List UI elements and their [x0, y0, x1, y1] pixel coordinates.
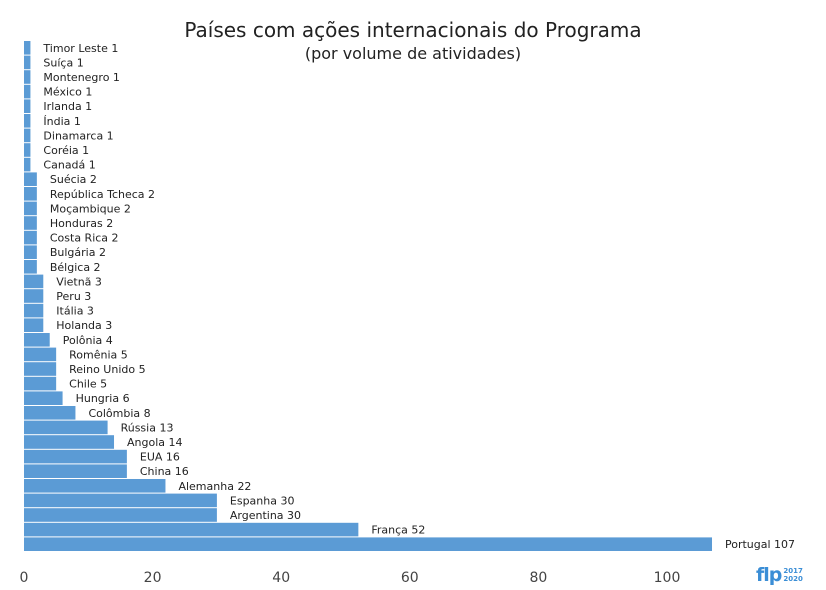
chart-title: Países com ações internacionais do Progr…: [184, 18, 641, 42]
bar: [24, 435, 115, 449]
bar-label: Índia 1: [43, 115, 81, 128]
bar-label: Suíça 1: [43, 56, 83, 69]
bar: [24, 303, 44, 318]
bar: [24, 493, 217, 508]
bar-label: México 1: [43, 86, 92, 99]
x-tick-label: 0: [20, 570, 29, 586]
bar: [24, 391, 63, 405]
bar-label: Montenegro 1: [43, 71, 120, 84]
bar-label: Romênia 5: [69, 348, 128, 361]
bar: [24, 318, 44, 332]
bar: [24, 464, 127, 478]
bar-label: Colômbia 8: [88, 407, 150, 420]
x-tick-label: 100: [654, 570, 681, 586]
bar-label: Bélgica 2: [50, 261, 101, 274]
bar: [24, 172, 37, 186]
bar-label: Honduras 2: [50, 217, 113, 230]
bar: [24, 245, 37, 259]
bar-label: Angola 14: [127, 436, 183, 449]
bar-label: Portugal 107: [725, 538, 795, 551]
bar: [24, 84, 31, 99]
bar: [24, 201, 37, 216]
bar: [24, 216, 37, 230]
bar-label: Hungria 6: [76, 392, 130, 405]
bar-label: Bulgária 2: [50, 246, 106, 259]
bar: [24, 41, 31, 55]
bar: [24, 260, 37, 274]
bar: [24, 537, 713, 551]
bar-label: Espanha 30: [230, 494, 295, 507]
bar: [24, 114, 31, 128]
bar: [24, 143, 31, 157]
bar: [24, 289, 44, 303]
bar: [24, 128, 31, 143]
bar-label: Holanda 3: [56, 319, 112, 332]
logo-text: flp: [756, 563, 782, 586]
chart-subtitle: (por volume de atividades): [305, 44, 521, 63]
bar: [24, 508, 217, 522]
bar: [24, 479, 166, 493]
x-tick-label: 60: [401, 570, 419, 586]
bar-label: Polônia 4: [63, 334, 113, 347]
x-tick-label: 20: [144, 570, 162, 586]
bar: [24, 522, 359, 537]
bar-label: China 16: [140, 465, 189, 478]
bar: [24, 99, 31, 113]
bar: [24, 347, 57, 362]
bar-label: Argentina 30: [230, 509, 301, 522]
bar-label: EUA 16: [140, 451, 180, 464]
bar-label: Vietnã 3: [56, 275, 102, 288]
bar-label: Suécia 2: [50, 173, 97, 186]
x-axis-ticks: 0 20 40 60 80 100: [20, 570, 681, 586]
bar-label: Peru 3: [56, 290, 91, 303]
bar-label: Rússia 13: [121, 421, 174, 434]
bar-label: Dinamarca 1: [43, 129, 113, 142]
bar-label: Alemanha 22: [178, 480, 251, 493]
bar-label: Timor Leste 1: [42, 42, 118, 55]
bar: [24, 333, 50, 347]
logo-year-bottom: 2020: [783, 575, 803, 583]
bar: [24, 274, 44, 289]
bar-label: França 52: [371, 524, 425, 537]
bar-label: Canadá 1: [43, 159, 95, 172]
bar-label: Chile 5: [69, 378, 107, 391]
bar: [24, 187, 37, 201]
logo-year-top: 2017: [783, 567, 803, 575]
bar: [24, 55, 31, 70]
bars-group: [24, 41, 713, 551]
bar: [24, 362, 57, 376]
bar-label: Costa Rica 2: [50, 232, 119, 245]
bar: [24, 157, 31, 172]
x-tick-label: 80: [529, 570, 547, 586]
bar: [24, 449, 127, 464]
bar: [24, 420, 108, 435]
flp-logo: flp 2017 2020: [756, 563, 803, 587]
bar: [24, 70, 31, 84]
x-tick-label: 40: [272, 570, 290, 586]
bar-label: Itália 3: [56, 305, 94, 318]
bar-label: Moçambique 2: [50, 202, 131, 215]
bar-label: República Tcheca 2: [50, 188, 155, 201]
bar: [24, 406, 76, 420]
bar: [24, 230, 37, 245]
bar: [24, 376, 57, 391]
bar-label: Coréia 1: [43, 144, 89, 157]
logo-years: 2017 2020: [783, 567, 802, 583]
bar-label: Irlanda 1: [43, 100, 92, 113]
bar-label: Reino Unido 5: [69, 363, 145, 376]
